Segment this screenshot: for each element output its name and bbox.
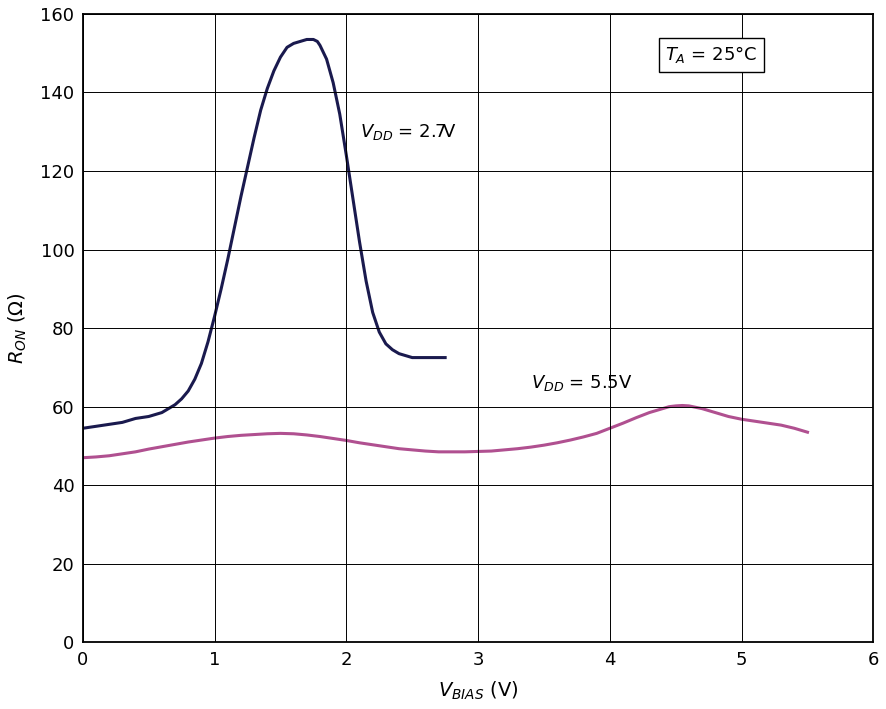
Text: $V_{DD}$ = 5.5V: $V_{DD}$ = 5.5V bbox=[531, 373, 633, 393]
Text: $T_A$ = 25°C: $T_A$ = 25°C bbox=[665, 44, 758, 65]
X-axis label: $\mathit{V}_{\mathit{BIAS}}$ (V): $\mathit{V}_{\mathit{BIAS}}$ (V) bbox=[438, 680, 518, 702]
Y-axis label: $\mathit{R}_{\mathit{ON}}$ ($\Omega$): $\mathit{R}_{\mathit{ON}}$ ($\Omega$) bbox=[7, 292, 29, 364]
Text: $V_{DD}$ = 2.7V: $V_{DD}$ = 2.7V bbox=[360, 122, 456, 142]
